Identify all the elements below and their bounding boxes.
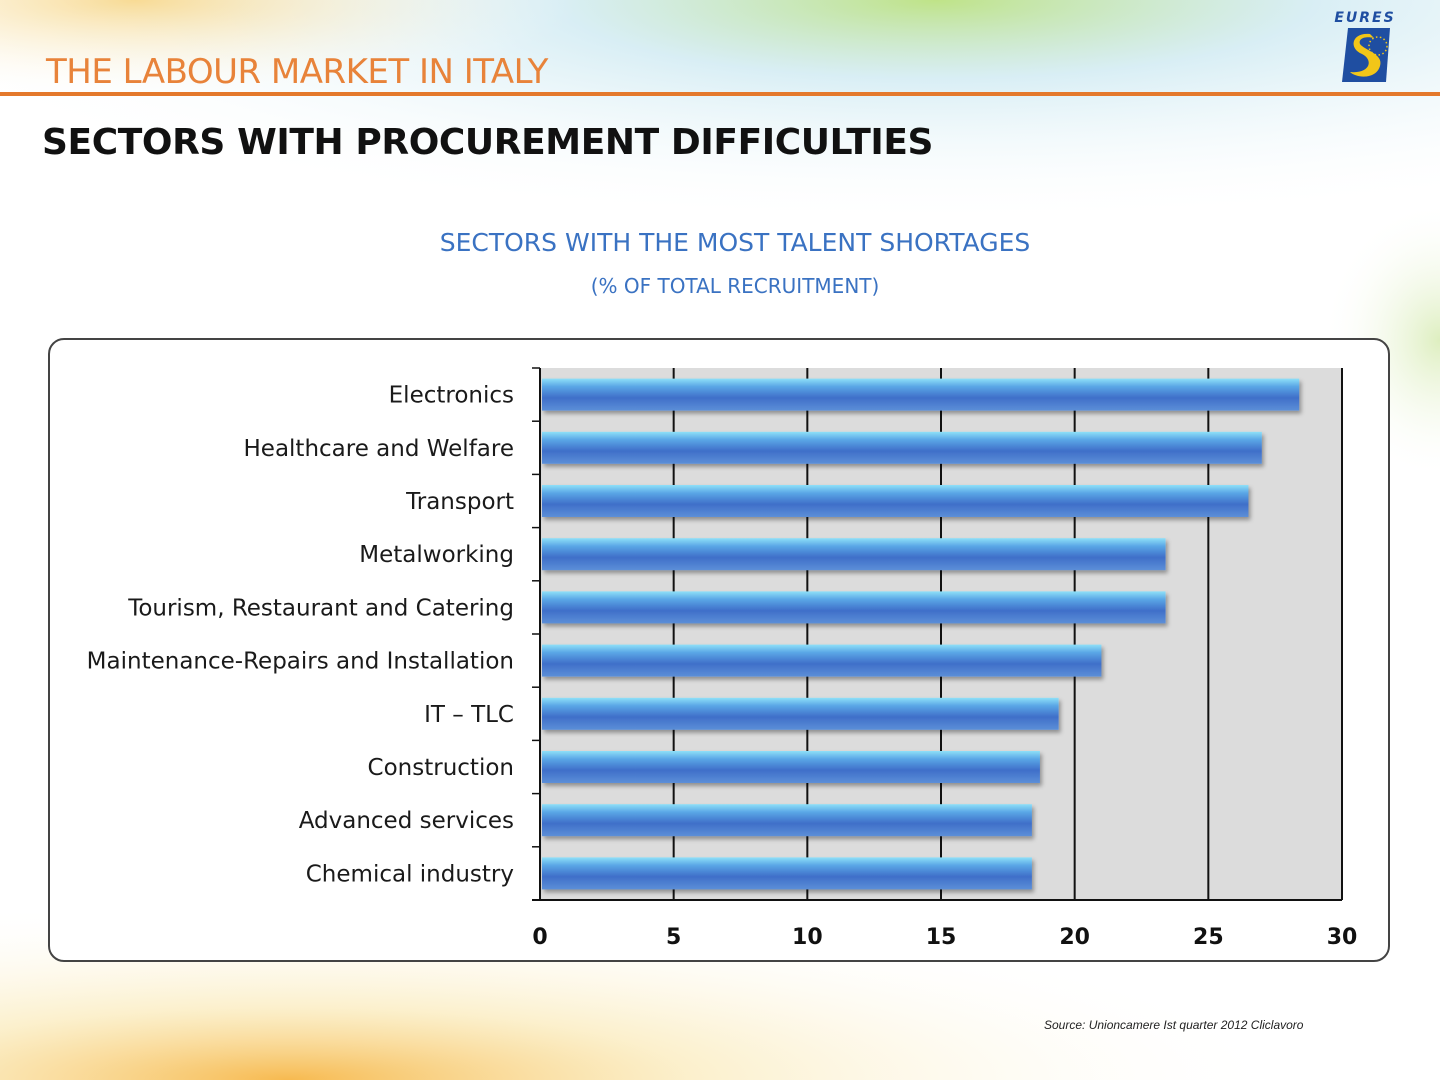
category-label: Healthcare and Welfare xyxy=(244,436,515,462)
bar-6 xyxy=(542,697,1059,730)
category-label: Construction xyxy=(368,755,514,781)
bar-7 xyxy=(542,751,1040,783)
x-tick-label: 10 xyxy=(792,925,823,950)
eures-logo: EURES xyxy=(1334,10,1395,82)
x-tick-label: 30 xyxy=(1327,925,1358,950)
category-label: IT – TLC xyxy=(424,702,514,728)
bar-3 xyxy=(542,538,1166,571)
bar-8 xyxy=(542,804,1032,837)
x-tick-label: 25 xyxy=(1193,925,1224,950)
header-divider xyxy=(0,92,1440,96)
source-note: Source: Unioncamere Ist quarter 2012 Cli… xyxy=(1044,1018,1304,1032)
bar-0 xyxy=(542,378,1300,411)
category-label: Electronics xyxy=(389,383,514,409)
category-label: Transport xyxy=(405,489,514,515)
chart-subtitle: (% OF TOTAL RECRUITMENT) xyxy=(590,274,880,298)
header-title: THE LABOUR MARKET IN ITALY xyxy=(46,52,548,92)
logo-text: EURES xyxy=(1334,10,1395,26)
bar-5 xyxy=(542,644,1102,677)
page-title: SECTORS WITH PROCUREMENT DIFFICULTIES xyxy=(42,122,934,163)
x-tick-label: 20 xyxy=(1059,925,1090,950)
category-label: Chemical industry xyxy=(306,861,514,887)
category-label: Tourism, Restaurant and Catering xyxy=(127,595,514,621)
category-label: Advanced services xyxy=(299,808,514,834)
bar-1 xyxy=(542,431,1262,464)
category-label: Maintenance-Repairs and Installation xyxy=(87,649,514,675)
x-tick-label: 5 xyxy=(666,925,681,950)
category-label: Metalworking xyxy=(359,542,514,568)
chart-title: SECTORS WITH THE MOST TALENT SHORTAGES xyxy=(439,228,1031,257)
bar-2 xyxy=(542,485,1249,517)
x-tick-label: 0 xyxy=(532,925,547,950)
x-tick-label: 15 xyxy=(926,925,957,950)
bar-9 xyxy=(542,857,1032,890)
bar-4 xyxy=(542,591,1166,624)
